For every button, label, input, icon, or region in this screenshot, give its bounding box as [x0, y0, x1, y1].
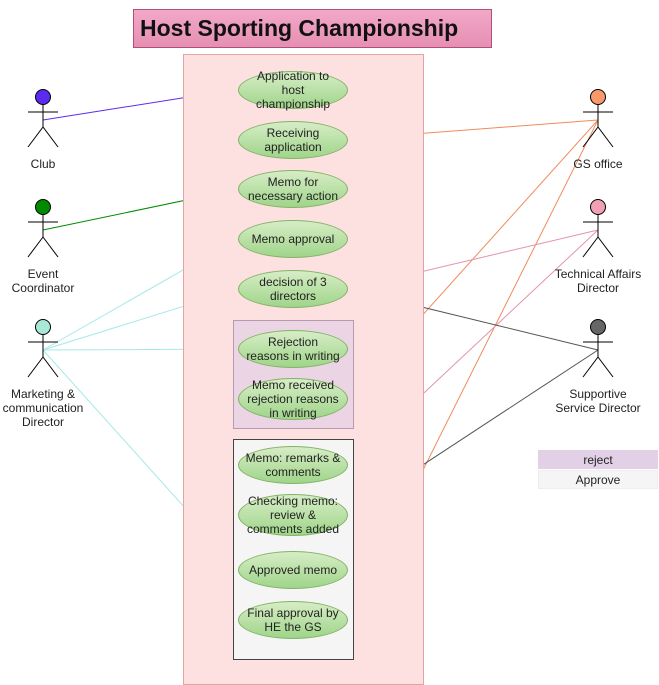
legend-approve: Approve — [538, 470, 658, 489]
usecase-receiving-application[interactable]: Receiving application — [238, 121, 348, 159]
usecase-checking-memo[interactable]: Checking memo: review & comments added — [238, 494, 348, 536]
actor-club-figure — [27, 89, 59, 148]
actor-label-club: Club — [30, 157, 56, 171]
actor-marketing-figure — [27, 319, 59, 378]
usecase-final-approval[interactable]: Final approval by HE the GS — [238, 601, 348, 639]
legend-reject: reject — [538, 450, 658, 469]
actor-gs-office-figure — [582, 89, 614, 148]
usecase-rejection-reasons[interactable]: Rejection reasons in writing — [238, 330, 348, 368]
diagram-title: Host Sporting Championship — [140, 15, 459, 41]
usecase-memo-remarks[interactable]: Memo: remarks & comments — [238, 446, 348, 484]
actor-label-gs-office: GS office — [573, 157, 623, 171]
usecase-application-to-host[interactable]: Application to host championship — [238, 69, 348, 111]
actor-label-supportive: Supportive Service Director — [555, 387, 641, 415]
actor-label-marketing: Marketing & communication Director — [2, 387, 84, 429]
actor-label-event-coordinator: Event Coordinator — [11, 267, 75, 295]
diagram-title-box: Host Sporting Championship — [133, 9, 492, 48]
actor-supportive-figure — [582, 319, 614, 378]
usecase-decision-3-directors[interactable]: decision of 3 directors — [238, 270, 348, 308]
usecase-memo-received-rejection[interactable]: Memo received rejection reasons in writi… — [238, 378, 348, 420]
usecase-memo-approval[interactable]: Memo approval — [238, 220, 348, 258]
actor-label-technical: Technical Affairs Director — [554, 267, 642, 295]
actor-technical-figure — [582, 199, 614, 258]
usecase-approved-memo[interactable]: Approved memo — [238, 551, 348, 589]
usecase-memo-necessary-action[interactable]: Memo for necessary action — [238, 170, 348, 208]
actor-event-coordinator-figure — [27, 199, 59, 258]
